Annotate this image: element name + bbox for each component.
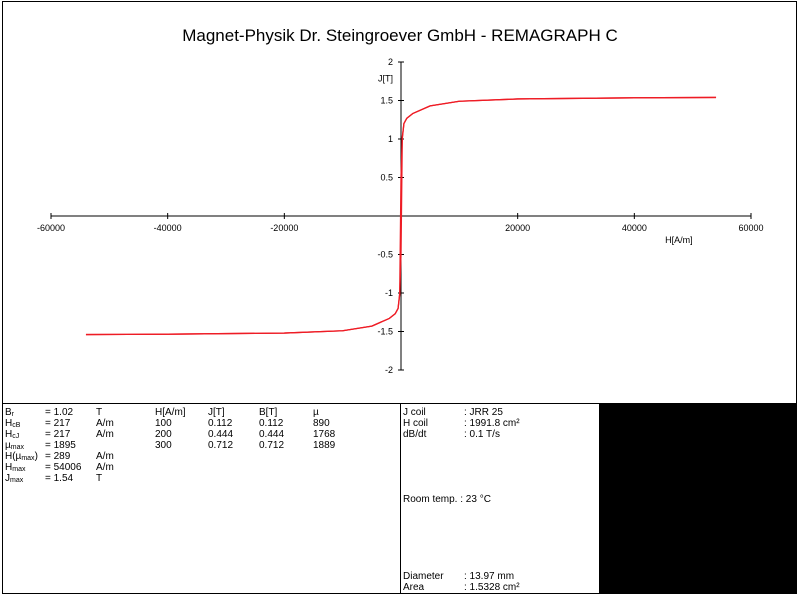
chart-title: Magnet-Physik Dr. Steingroever GmbH - RE… <box>182 26 618 45</box>
table-cell: 1889 <box>313 440 336 451</box>
curves <box>85 96 717 336</box>
param-jmax-unit: T <box>96 473 103 484</box>
param-mumax-label: µmax <box>5 440 24 452</box>
param-hcb-value: = 217 <box>45 418 71 429</box>
y-axis-label: J[T] <box>378 73 393 83</box>
table-cell: 0.112 <box>208 418 233 429</box>
x-tick-label: 60000 <box>738 223 763 233</box>
hcoil-value: : 1991.8 cm² <box>464 418 520 429</box>
table-cell: 0.712 <box>208 440 234 451</box>
param-br-unit: T <box>96 407 103 418</box>
table-cell: 0.112 <box>259 418 284 429</box>
y-tick-label: -1.5 <box>377 327 393 337</box>
y-tick-label: 1.5 <box>380 96 393 106</box>
y-tick-label: 2 <box>388 57 393 67</box>
param-hmu-unit: A/m <box>96 451 114 462</box>
jcoil-label: J coil <box>403 407 426 418</box>
table-header-mu: µ <box>313 407 319 418</box>
param-br-label: Br <box>5 407 15 419</box>
y-tick-label: -0.5 <box>377 250 393 260</box>
param-jmax-label: Jmax <box>5 473 24 485</box>
y-tick-label: -2 <box>385 365 393 375</box>
diameter-label: Diameter <box>403 571 444 582</box>
param-hcb-unit: A/m <box>96 418 114 429</box>
table-cell: 0.444 <box>259 429 285 440</box>
jcoil-value: : JRR 25 <box>464 407 503 418</box>
x-axis-label: H[A/m] <box>665 235 693 245</box>
table-header-h: H[A/m] <box>155 407 186 418</box>
diameter-value: : 13.97 mm <box>464 571 515 582</box>
y-tick-label: -1 <box>385 288 393 298</box>
table-cell: 1768 <box>313 429 336 440</box>
x-tick-label: 20000 <box>505 223 530 233</box>
table-cell: 0.444 <box>208 429 234 440</box>
ticks: -60000 -40000 -20000 20000 40000 60000 2 1.5 1 0.… <box>37 57 764 375</box>
param-jmax-value: = 1.54 <box>45 473 74 484</box>
param-br-value: = 1.02 <box>45 407 74 418</box>
param-hmax-unit: A/m <box>96 462 114 473</box>
table-cell: 890 <box>313 418 330 429</box>
param-hmu-label: H(µmax) <box>5 451 38 463</box>
param-hcj-label: HcJ <box>5 429 20 441</box>
area-value: : 1.5328 cm² <box>464 582 520 593</box>
x-tick-label: -60000 <box>37 223 65 233</box>
table-cell: 200 <box>155 429 172 440</box>
table-cell: 300 <box>155 440 172 451</box>
table-header-j: J[T] <box>208 407 225 418</box>
dbdt-label: dB/dt <box>403 429 427 440</box>
y-tick-label: 1 <box>388 134 393 144</box>
param-hmax-label: Hmax <box>5 462 26 474</box>
param-hcj-value: = 217 <box>45 429 71 440</box>
hysteresis-lower-branch <box>85 96 717 336</box>
table-header-b: B[T] <box>259 407 278 418</box>
room-temp: Room temp. : 23 °C <box>403 494 491 505</box>
param-hmax-value: = 54006 <box>45 462 82 473</box>
param-hcj-unit: A/m <box>96 429 114 440</box>
divider-vertical <box>400 403 401 594</box>
black-panel <box>599 404 796 594</box>
table-cell: 100 <box>155 418 172 429</box>
x-tick-label: -40000 <box>154 223 182 233</box>
dbdt-value: : 0.1 T/s <box>464 429 500 440</box>
param-hmu-value: = 289 <box>45 451 71 462</box>
x-tick-label: -20000 <box>270 223 298 233</box>
x-tick-label: 40000 <box>622 223 647 233</box>
y-tick-label: 0.5 <box>380 173 393 183</box>
hcoil-label: H coil <box>403 418 429 429</box>
hysteresis-chart: -60000 -40000 -20000 20000 40000 60000 2 1.5 1 0.… <box>37 57 764 375</box>
param-hcb-label: HcB <box>5 418 21 430</box>
param-mumax-value: = 1895 <box>45 440 76 451</box>
area-label: Area <box>403 582 425 593</box>
table-cell: 0.712 <box>259 440 285 451</box>
